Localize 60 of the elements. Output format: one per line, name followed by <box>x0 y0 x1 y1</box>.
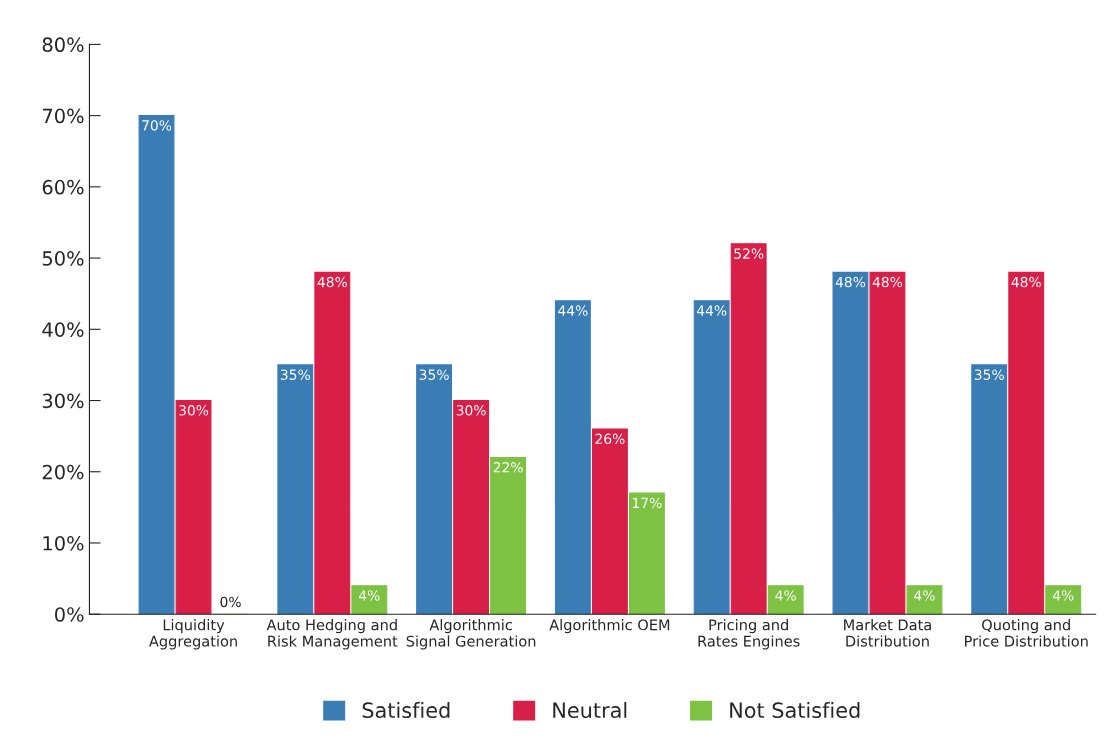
legend-label: Not Satisfied <box>730 701 860 719</box>
data-label: 0% <box>220 596 241 608</box>
data-label: 22% <box>493 462 523 473</box>
y-tick-label: 80% <box>42 37 84 53</box>
legend-label: Satisfied <box>362 701 450 719</box>
x-tick-label: Algorithmic Signal Generation <box>406 619 536 650</box>
data-label: 30% <box>456 405 486 416</box>
bar <box>490 456 527 615</box>
data-label: 35% <box>974 369 1004 380</box>
bar <box>1045 585 1082 615</box>
bar <box>175 399 212 615</box>
bar <box>314 271 351 615</box>
bar <box>869 271 906 615</box>
data-label: 48% <box>835 276 866 288</box>
data-label: 26% <box>595 433 625 445</box>
bar <box>1008 271 1045 615</box>
data-label: 35% <box>280 369 310 380</box>
data-label: 44% <box>558 305 588 316</box>
y-tick-label: 30% <box>42 393 84 409</box>
bar <box>351 585 388 615</box>
data-label: 4% <box>914 590 935 601</box>
data-label: 70% <box>142 120 172 131</box>
data-label: 48% <box>1011 276 1041 288</box>
bar <box>138 115 175 615</box>
bar <box>767 585 804 615</box>
y-tick-label: 0% <box>55 607 84 622</box>
bar <box>906 585 943 615</box>
x-tick-label: Auto Hedging and Risk Management <box>266 619 398 650</box>
y-tick-label: 20% <box>42 464 84 480</box>
bar <box>277 364 314 615</box>
legend-label: Neutral <box>553 701 627 719</box>
data-label: 35% <box>419 369 449 380</box>
bar <box>832 271 869 615</box>
y-tick-label: 40% <box>42 322 84 337</box>
x-tick-label: Pricing and Rates Engines <box>698 619 800 650</box>
data-label: 44% <box>696 305 727 316</box>
y-tick-label: 10% <box>43 535 84 551</box>
data-label: 4% <box>1052 590 1074 601</box>
data-label: 48% <box>317 276 347 288</box>
bar <box>554 300 591 615</box>
x-tick-label: Market Data Distribution <box>844 619 931 647</box>
bar <box>416 364 453 615</box>
data-label: 48% <box>872 276 903 288</box>
y-tick-label: 70% <box>42 108 84 124</box>
bar <box>453 399 490 615</box>
x-tick-label: Liquidity Aggregation <box>149 619 237 650</box>
bar <box>628 492 665 615</box>
data-label: 4% <box>358 590 380 601</box>
y-tick-label: 60% <box>42 179 84 195</box>
bar <box>693 300 730 615</box>
x-tick-label: Quoting and Price Distribution <box>965 619 1088 647</box>
data-label: 17% <box>632 497 662 509</box>
data-label: 4% <box>775 590 796 601</box>
bar <box>971 364 1008 615</box>
data-label: 52% <box>734 248 764 259</box>
y-tick-label: 50% <box>42 251 84 266</box>
bar <box>591 428 628 615</box>
data-label: 30% <box>179 405 209 416</box>
x-tick-label: Algorithmic OEM <box>549 619 670 634</box>
bar <box>730 243 767 615</box>
